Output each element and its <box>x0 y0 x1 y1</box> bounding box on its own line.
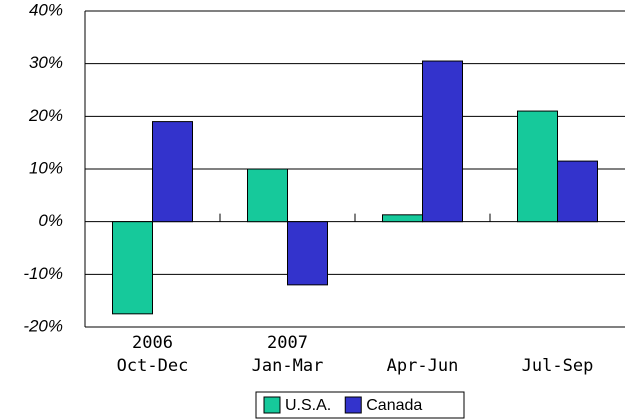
bar <box>557 160 598 223</box>
y-tick-label: 20% <box>28 106 63 125</box>
x-tick-label: Oct-Dec <box>117 356 189 376</box>
bar <box>247 168 288 223</box>
x-tick-year: 2007 <box>267 333 308 353</box>
y-tick-label: 40% <box>29 0 63 19</box>
legend-label: Canada <box>366 397 422 414</box>
bar <box>152 121 193 223</box>
y-tick-label: -20% <box>23 316 63 335</box>
x-tick-year: 2006 <box>132 333 173 353</box>
bar <box>112 221 153 315</box>
y-tick-label: 10% <box>29 158 63 177</box>
bar <box>422 60 463 223</box>
legend-swatch <box>344 396 362 414</box>
x-tick-label: Apr-Jun <box>387 356 459 376</box>
y-tick-label: 0% <box>38 211 63 230</box>
bar <box>517 110 558 223</box>
bar <box>287 221 328 286</box>
x-tick-label: Jan-Mar <box>252 356 324 376</box>
y-tick-label: -10% <box>23 264 63 283</box>
legend-label: U.S.A. <box>285 397 331 414</box>
x-tick-label: Jul-Sep <box>522 356 594 376</box>
y-tick-label: 30% <box>29 53 63 72</box>
legend-swatch <box>263 396 281 414</box>
bar <box>382 214 423 223</box>
